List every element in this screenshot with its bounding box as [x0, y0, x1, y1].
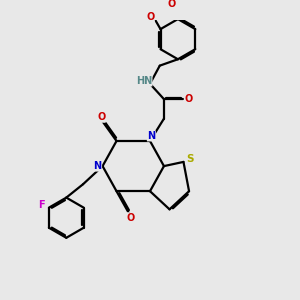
- Text: F: F: [38, 200, 44, 210]
- Text: O: O: [184, 94, 193, 104]
- Text: HN: HN: [136, 76, 152, 86]
- Text: O: O: [126, 213, 135, 223]
- Text: S: S: [186, 154, 194, 164]
- Text: O: O: [97, 112, 105, 122]
- Text: O: O: [168, 0, 176, 9]
- Text: N: N: [147, 131, 155, 141]
- Text: N: N: [94, 161, 102, 171]
- Text: O: O: [146, 12, 154, 22]
